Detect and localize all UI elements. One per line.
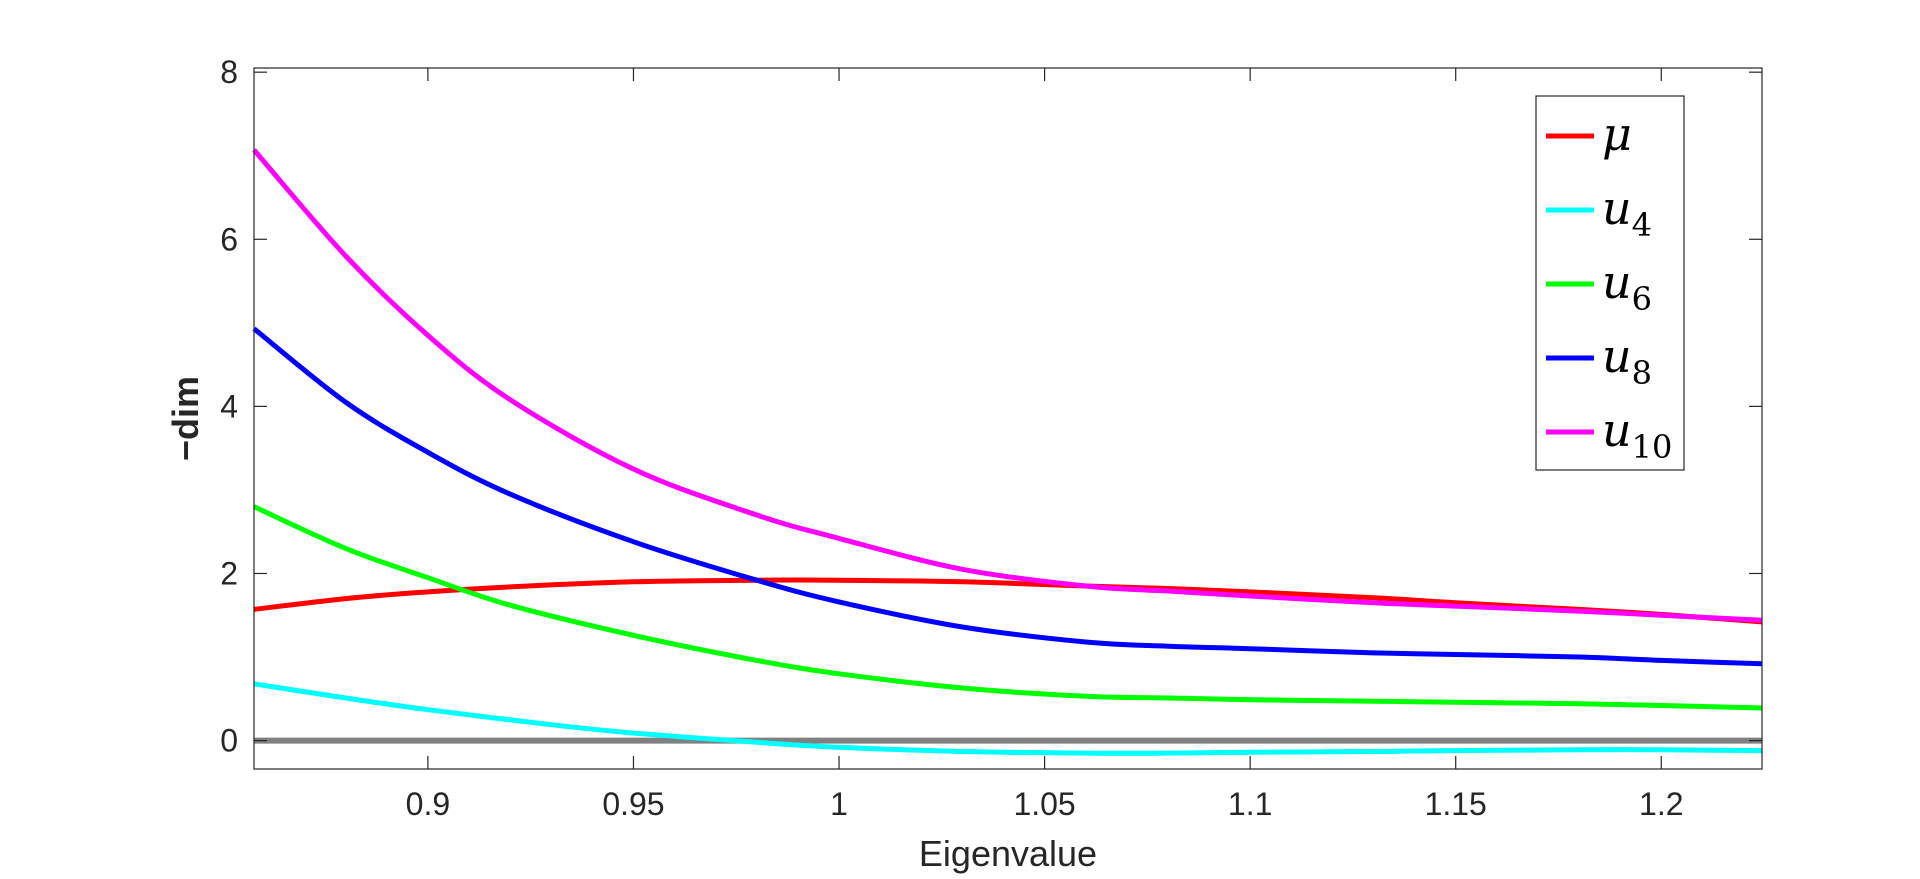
legend-label-subscript: 10: [1632, 428, 1673, 466]
x-tick-label: 1.1: [1228, 786, 1272, 822]
legend-label-subscript: 4: [1632, 206, 1652, 244]
legend-label-u8: u8: [1602, 329, 1652, 392]
x-tick-label: 0.9: [406, 786, 450, 822]
legend-label-main: μ: [1602, 107, 1632, 161]
legend-label-subscript: 8: [1632, 354, 1652, 392]
series-line-μ: [253, 577, 1763, 625]
x-tick-label: 1.05: [1013, 786, 1075, 822]
x-tick-label: 0.95: [602, 786, 664, 822]
x-tick-label: 1: [830, 786, 848, 822]
x-tick-label: 1.2: [1639, 786, 1683, 822]
legend-label-μ: μ: [1602, 107, 1632, 161]
y-tick-label: 4: [220, 388, 238, 424]
y-tick-label: 2: [220, 555, 238, 591]
y-tick-label: 8: [220, 54, 238, 90]
legend-label-u4: u4: [1602, 181, 1652, 244]
series-line-u6: [252, 504, 1763, 711]
legend-label-main: u: [1602, 181, 1632, 235]
series-line-u10: [252, 148, 1763, 623]
y-axis-label: −dim: [165, 376, 206, 461]
legend-label-main: u: [1602, 403, 1632, 457]
legend-label-main: u: [1602, 255, 1632, 309]
legend-label-u10: u10: [1602, 403, 1672, 466]
y-tick-label: 6: [220, 221, 238, 257]
series-line-u8: [252, 326, 1763, 667]
legend-label-subscript: 6: [1632, 280, 1652, 318]
plot-area-border: [253, 67, 1763, 770]
legend-label-main: u: [1602, 329, 1632, 383]
y-tick-label: 0: [220, 723, 238, 759]
x-tick-label: 1.15: [1425, 786, 1487, 822]
legend-label-u6: u6: [1602, 255, 1652, 318]
series-line-u4: [253, 681, 1763, 756]
x-axis-label: Eigenvalue: [919, 833, 1097, 874]
